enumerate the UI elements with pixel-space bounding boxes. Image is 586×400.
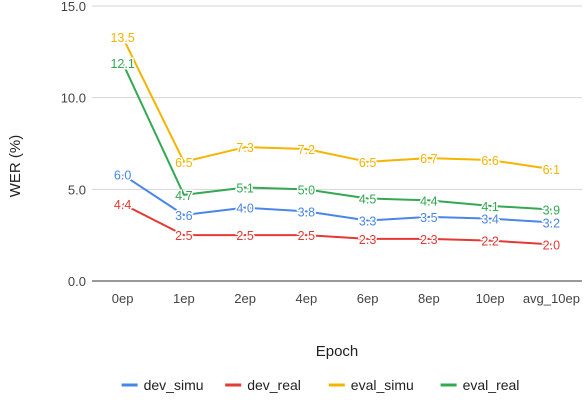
data-label-eval_simu: 7.3 xyxy=(236,141,253,155)
x-tick-label: 8ep xyxy=(418,291,440,306)
data-label-dev_simu: 3.6 xyxy=(175,209,192,223)
data-label-eval_simu: 7.2 xyxy=(298,143,315,157)
data-label-dev_simu: 3.3 xyxy=(359,215,376,229)
data-label-eval_simu: 6.1 xyxy=(543,163,560,177)
series-line-dev_simu xyxy=(122,173,552,224)
series-line-eval_simu xyxy=(121,36,552,171)
x-tick-label: 4ep xyxy=(296,291,318,306)
y-tick-labels: 0.0 5.0 10.0 15.0 xyxy=(61,0,86,289)
data-label-dev_simu: 3.8 xyxy=(298,205,315,219)
x-tick-labels: 0ep 1ep 2ep 4ep 6ep 8ep 10ep avg_10ep xyxy=(112,291,580,306)
data-label-dev_simu: 3.4 xyxy=(481,213,498,227)
data-label-dev_real: 2.3 xyxy=(420,233,437,247)
gridlines xyxy=(92,5,582,282)
data-label-dev_real: 4.4 xyxy=(114,198,131,212)
data-label-eval_simu: 13.5 xyxy=(110,31,134,45)
y-tick-label: 0.0 xyxy=(68,274,86,289)
series-line-eval_real xyxy=(121,62,552,211)
data-label-eval_simu: 6.5 xyxy=(359,156,376,170)
x-axis-title: Epoch xyxy=(316,343,359,360)
series-lines xyxy=(121,36,552,246)
data-label-dev_simu: 3.2 xyxy=(543,216,560,230)
data-label-eval_real: 5.0 xyxy=(298,183,315,197)
y-tick-label: 15.0 xyxy=(61,0,86,14)
data-label-eval_real: 4.7 xyxy=(175,189,192,203)
x-tick-label: 1ep xyxy=(173,291,195,306)
legend: dev_simu dev_real eval_simu eval_real xyxy=(121,377,520,393)
data-label-dev_simu: 6.0 xyxy=(114,169,131,183)
legend-label-eval_real: eval_real xyxy=(463,377,520,393)
data-label-dev_real: 2.2 xyxy=(481,235,498,249)
data-label-dev_simu: 4.0 xyxy=(236,202,253,216)
legend-label-eval_simu: eval_simu xyxy=(351,377,414,393)
y-tick-label: 5.0 xyxy=(68,182,86,197)
data-label-dev_real: 2.5 xyxy=(298,229,315,243)
data-label-eval_real: 4.4 xyxy=(420,194,437,208)
x-tick-label: 10ep xyxy=(476,291,505,306)
data-label-eval_real: 5.1 xyxy=(236,182,253,196)
x-tick-label: 2ep xyxy=(234,291,256,306)
legend-label-dev_real: dev_real xyxy=(247,377,301,393)
series-line-dev_real xyxy=(122,203,552,246)
data-label-dev_real: 2.0 xyxy=(543,238,560,252)
data-label-eval_real: 3.9 xyxy=(543,204,560,218)
data-label-eval_real: 12.1 xyxy=(110,57,134,71)
x-tick-label: avg_10ep xyxy=(523,291,580,306)
data-labels: 6.0 3.6 4.0 3.8 3.3 3.5 3.4 3.2 4.4 2.5 2.5 2.5 2.3 2… xyxy=(109,30,562,254)
legend-label-dev_simu: dev_simu xyxy=(144,377,204,393)
x-tick-label: 0ep xyxy=(112,291,134,306)
data-label-dev_simu: 3.5 xyxy=(420,211,437,225)
y-tick-label: 10.0 xyxy=(61,91,86,106)
data-label-eval_simu: 6.5 xyxy=(175,156,192,170)
data-label-eval_simu: 6.6 xyxy=(481,154,498,168)
data-label-dev_real: 2.3 xyxy=(359,233,376,247)
y-axis-title: WER (%) xyxy=(7,135,24,198)
data-label-dev_real: 2.5 xyxy=(236,229,253,243)
data-label-eval_simu: 6.7 xyxy=(420,152,437,166)
data-label-dev_real: 2.5 xyxy=(175,229,192,243)
data-label-eval_real: 4.1 xyxy=(481,200,498,214)
x-tick-label: 6ep xyxy=(357,291,379,306)
data-label-eval_real: 4.5 xyxy=(359,193,376,207)
